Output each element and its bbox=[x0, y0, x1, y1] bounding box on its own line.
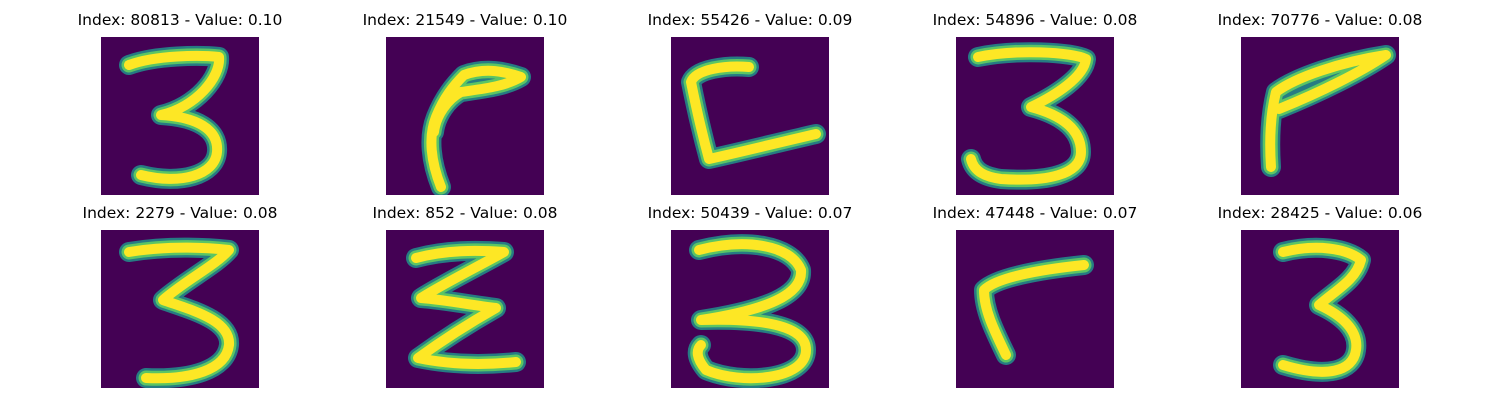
panel-title: Index: 28425 - Value: 0.06 bbox=[1217, 204, 1423, 222]
digit-image bbox=[101, 37, 259, 195]
digit-image bbox=[671, 230, 829, 388]
digit-stroke bbox=[411, 245, 521, 369]
panel-title: Index: 80813 - Value: 0.10 bbox=[77, 11, 283, 29]
digit-stroke bbox=[1265, 50, 1391, 172]
panel-title: Index: 55426 - Value: 0.09 bbox=[647, 11, 853, 29]
grid-panel: Index: 21549 - Value: 0.10 bbox=[340, 10, 590, 200]
digit-image bbox=[386, 37, 544, 195]
digit-three-a-drawing bbox=[119, 45, 230, 189]
digit-stroke bbox=[979, 260, 1089, 360]
panel-title: Index: 852 - Value: 0.08 bbox=[372, 204, 558, 222]
digit-zigzag-drawing bbox=[406, 240, 526, 374]
digit-stroke bbox=[124, 242, 234, 384]
grid-panel: Index: 70776 - Value: 0.08 bbox=[1195, 10, 1445, 200]
panel-title: Index: 54896 - Value: 0.08 bbox=[932, 11, 1138, 29]
grid-panel: Index: 50439 - Value: 0.07 bbox=[625, 203, 875, 393]
digit-stroke bbox=[124, 50, 225, 184]
panel-title: Index: 47448 - Value: 0.07 bbox=[932, 204, 1138, 222]
digit-image bbox=[671, 37, 829, 195]
digit-hook-b-drawing bbox=[974, 255, 1094, 365]
grid-panel: Index: 55426 - Value: 0.09 bbox=[625, 10, 875, 200]
digit-image bbox=[956, 37, 1114, 195]
digit-three-c-drawing bbox=[119, 237, 239, 388]
panel-title: Index: 50439 - Value: 0.07 bbox=[647, 204, 853, 222]
digit-bracket-drawing bbox=[681, 56, 826, 169]
digit-stroke bbox=[426, 65, 526, 192]
digit-stroke bbox=[686, 61, 821, 164]
digit-three-b-drawing bbox=[961, 42, 1096, 190]
digit-stroke bbox=[692, 239, 811, 384]
grid-panel: Index: 80813 - Value: 0.10 bbox=[55, 10, 305, 200]
panel-title: Index: 70776 - Value: 0.08 bbox=[1217, 11, 1423, 29]
panel-title: Index: 21549 - Value: 0.10 bbox=[362, 11, 568, 29]
digit-image bbox=[1241, 37, 1399, 195]
grid-panel: Index: 54896 - Value: 0.08 bbox=[910, 10, 1160, 200]
digit-three-e-drawing bbox=[1273, 237, 1371, 382]
grid-panel: Index: 28425 - Value: 0.06 bbox=[1195, 203, 1445, 393]
digit-stroke bbox=[1278, 242, 1366, 377]
grid-panel: Index: 852 - Value: 0.08 bbox=[340, 203, 590, 393]
digit-stroke bbox=[966, 47, 1091, 185]
digit-seven-a-drawing bbox=[1260, 45, 1396, 177]
digit-image bbox=[956, 230, 1114, 388]
panel-title: Index: 2279 - Value: 0.08 bbox=[82, 204, 278, 222]
digit-image bbox=[1241, 230, 1399, 388]
digit-image bbox=[101, 230, 259, 388]
grid-panel: Index: 47448 - Value: 0.07 bbox=[910, 203, 1160, 393]
digit-image bbox=[386, 230, 544, 388]
grid-panel: Index: 2279 - Value: 0.08 bbox=[55, 203, 305, 393]
digit-three-d-drawing bbox=[687, 234, 816, 388]
digit-hook-a-drawing bbox=[421, 60, 531, 195]
